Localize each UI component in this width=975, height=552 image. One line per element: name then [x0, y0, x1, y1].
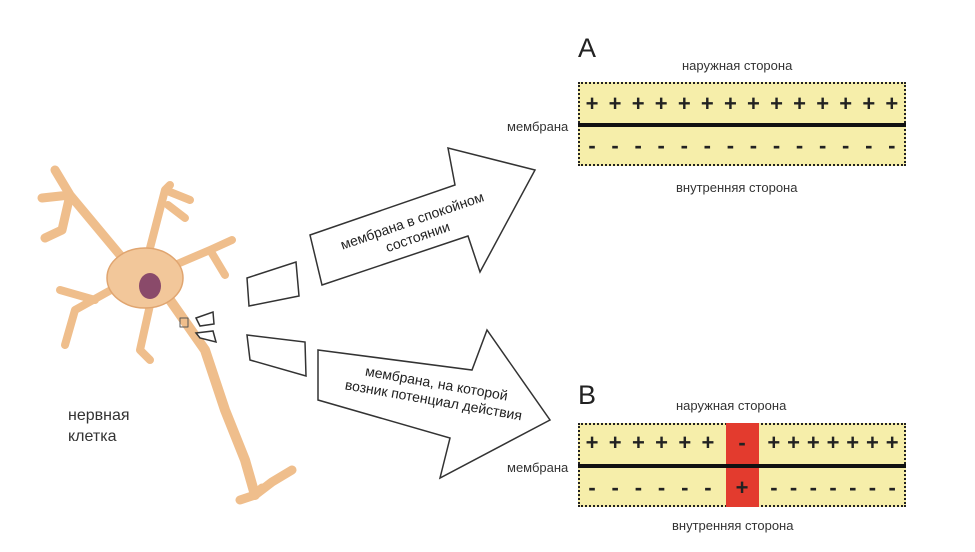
panel-b-depolarized-bottom: + [732, 477, 754, 499]
panel-b-top-right-sign: + [806, 430, 820, 455]
neuron-drawing [37, 165, 297, 505]
panel-b-bottom-left-sign: - [704, 475, 712, 500]
panel-b-membrane-line [578, 464, 906, 468]
neuron-label-line2: клетка [68, 428, 117, 445]
panel-b-bottom-right-sign: - [829, 475, 837, 500]
panel-a-top-sign: + [770, 91, 783, 116]
panel-a-top-sign: + [793, 91, 806, 116]
panel-b-bottom-left-sign: - [588, 475, 596, 500]
panel-a-membrane-label: мембрана [507, 119, 569, 134]
panel-a-top-sign: + [608, 91, 622, 116]
panel-b-bottom-signs-left: ------ [582, 477, 718, 499]
panel-b-bottom-right-sign: - [849, 475, 857, 500]
panel-a-letter: А [578, 33, 597, 63]
panel-a-bottom-sign: - [703, 133, 711, 158]
panel-a-top-signs: + + + + + + + + + + + + + + [582, 93, 902, 115]
depolarized-top-sign: - [738, 430, 746, 455]
panel-b-bottom-left-sign: - [657, 475, 666, 500]
panel-a-bottom-sign: - [772, 133, 781, 158]
panel-a-top-sign: + [677, 91, 691, 116]
panel-b-outer-label: наружная сторона [676, 398, 787, 413]
panel-a-top-sign: + [631, 91, 645, 116]
panel-b-top-right-sign: + [866, 430, 879, 455]
panel-b-top-left-sign: + [655, 430, 668, 455]
neuron-label-line1: нервная [68, 407, 130, 424]
panel-a-bottom-sign: - [588, 133, 596, 158]
arrow-top-shape [309, 146, 537, 286]
panel-b-bottom-left-sign: - [634, 475, 643, 500]
panel-a-bottom-sign: - [842, 133, 850, 158]
panel-b-top-right-sign: + [885, 430, 899, 455]
panel-b-bottom-right-sign: - [789, 475, 798, 500]
panel-b-top-left-sign: + [701, 430, 715, 455]
panel-a-top-sign: + [885, 91, 899, 116]
panel-a-bottom-sign: - [749, 133, 758, 158]
panel-b-letter: В [578, 380, 597, 410]
neuron-label: нервная клетка [68, 405, 130, 447]
panel-b-bottom-right-sign: - [770, 475, 778, 500]
panel-a-bottom-sign: - [818, 133, 827, 158]
panel-a-bottom-sign: - [726, 133, 735, 158]
panel-b-bottom-signs-right: ------- [764, 477, 902, 499]
panel-b-top-left-sign: + [608, 430, 622, 455]
panel-b-bottom-right-sign: - [868, 475, 877, 500]
panel-b-top-right-sign: + [826, 430, 840, 455]
panel-a-bottom-sign: - [865, 133, 873, 158]
panel-b-top-left-sign: + [678, 430, 692, 455]
panel-a-top-sign: + [723, 91, 737, 116]
panel-a-membrane-line [578, 123, 906, 127]
panel-a-top-sign: + [700, 91, 714, 116]
panel-a-bottom-sign: - [888, 133, 896, 158]
panel-b-inner-label: внутренняя сторона [672, 518, 794, 533]
panel-b-top-right-sign: + [767, 430, 781, 455]
panel-a-top-sign: + [816, 91, 830, 116]
panel-b-top-left-sign: + [585, 430, 599, 455]
panel-b-membrane-label: мембрана [507, 460, 569, 475]
panel-a-bottom-sign: - [634, 133, 642, 158]
panel-a-top-sign: + [747, 91, 760, 116]
panel-b-bottom-left-sign: - [681, 475, 689, 500]
panel-a-top-sign: + [839, 91, 853, 116]
depolarized-bottom-sign: + [735, 475, 749, 500]
panel-a-bottom-sign: - [795, 133, 804, 158]
panel-b-top-signs-left: + + + + + + [582, 432, 718, 454]
panel-b-top-right-sign: + [787, 430, 800, 455]
arrows [309, 146, 552, 480]
panel-b-top-right-sign: + [846, 430, 860, 455]
panel-a-top-sign: + [654, 91, 668, 116]
panel-a-bottom-sign: - [657, 133, 665, 158]
arrow-bottom-shape [317, 328, 552, 480]
panel-a-bottom-sign: - [680, 133, 688, 158]
panel-a-bottom-sign: - [611, 133, 619, 158]
panel-b-top-left-sign: + [631, 430, 645, 455]
panel-b-bottom-right-sign: - [888, 475, 896, 500]
panel-a-top-sign: + [585, 91, 599, 116]
panel-a-bottom-signs: -------------- [582, 135, 902, 157]
zoom-marks [194, 260, 307, 378]
panel-b-bottom-left-sign: - [611, 475, 619, 500]
panel-b-top-signs-right: + + + + + + + [764, 432, 902, 454]
panel-b-depolarized-top: - [732, 432, 754, 454]
panel-b-bottom-right-sign: - [809, 475, 817, 500]
panel-a-inner-label: внутренняя сторона [676, 180, 798, 195]
panel-a-top-sign: + [862, 91, 876, 116]
panel-a-outer-label: наружная сторона [682, 58, 793, 73]
